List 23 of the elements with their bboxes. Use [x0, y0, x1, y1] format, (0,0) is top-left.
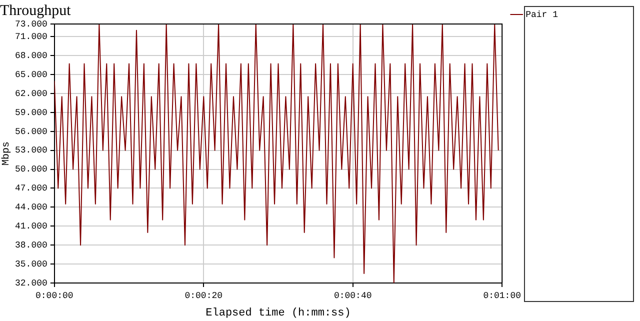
legend-label: Pair 1 [526, 10, 558, 20]
y-tick-label: 41.000 [15, 222, 48, 232]
y-tick-label: 62.000 [15, 88, 48, 99]
y-tick-label: 68.000 [15, 50, 48, 61]
x-tick-label: 0:01:00 [483, 290, 521, 301]
y-tick-label: 71.000 [15, 32, 48, 42]
y-tick-label: 73.000 [15, 19, 48, 30]
y-axis-title: Mbps [0, 141, 13, 166]
y-tick-label: 59.000 [15, 108, 48, 118]
y-tick-label: 32.000 [15, 278, 48, 288]
x-axis-title: Elapsed time (h:mm:ss) [206, 307, 351, 320]
x-tick-label: 0:00:00 [36, 290, 74, 301]
y-tick-label: 53.000 [15, 146, 48, 156]
x-tick-label: 0:00:40 [334, 290, 372, 301]
y-tick-label: 50.000 [15, 164, 48, 175]
y-tick-label: 38.000 [15, 240, 48, 250]
chart-title: Throughput [0, 2, 72, 19]
y-tick-label: 56.000 [15, 126, 48, 137]
y-tick-label: 35.000 [15, 259, 48, 270]
y-tick-label: 47.000 [15, 184, 48, 194]
y-tick-label: 44.000 [15, 202, 48, 213]
x-tick-label: 0:00:20 [184, 290, 223, 301]
y-tick-label: 65.000 [15, 70, 48, 80]
